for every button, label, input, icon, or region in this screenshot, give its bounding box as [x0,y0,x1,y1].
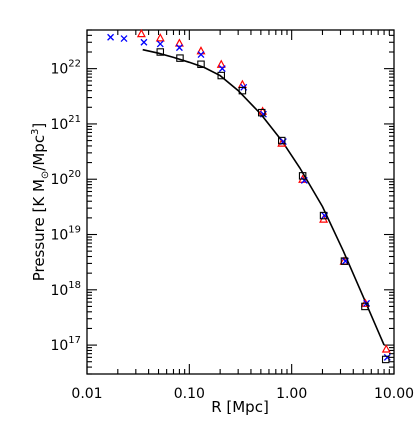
square-marker [319,211,328,220]
axis-ticks [86,29,395,375]
square-marker [238,86,247,95]
square-marker [176,54,184,62]
square-marker [340,257,349,265]
triangle-marker [174,38,184,47]
cross-marker [140,38,148,46]
x-tick-label: 0.10 [174,386,205,402]
y-tick-labels: 1017 1018 1019 1020 1021 1022 [50,59,81,354]
x-tick-label: 0.01 [71,386,102,402]
square-marker [277,136,286,145]
data-markers [107,28,391,364]
square-marker [381,355,390,364]
triangle-marker [216,59,226,68]
x-axis-label: R [Mpc] [211,398,269,416]
plot-frame [86,29,395,375]
square-marker [257,108,266,117]
square-marker [197,60,205,69]
y-tick-label: 1022 [50,59,81,78]
cross-marker [156,40,164,48]
cross-marker [197,51,205,58]
y-tick-label: 1017 [50,335,81,354]
y-tick-label: 1021 [50,114,81,133]
triangle-marker [155,33,165,42]
y-tick-label: 1018 [50,280,81,299]
y-tick-label: 1019 [50,225,81,244]
y-axis-label: Pressure [K M⊙/Mpc3] [30,123,51,282]
square-marker [217,71,225,80]
x-tick-label: 10.00 [374,386,414,402]
cross-marker [175,44,183,52]
x-tick-label: 1.00 [276,386,307,402]
y-tick-label: 1020 [50,169,81,188]
square-marker [156,48,165,56]
square-marker [361,302,369,311]
triangle-marker [381,344,391,353]
triangle-marker [136,28,146,38]
square-marker [298,172,307,180]
cross-marker [120,35,128,43]
x-tick-labels: 0.01 0.10 1.00 10.00 [71,386,414,402]
cross-marker [218,65,226,73]
triangle-marker [277,138,287,147]
cross-marker [107,33,115,41]
model-curve [142,48,385,346]
